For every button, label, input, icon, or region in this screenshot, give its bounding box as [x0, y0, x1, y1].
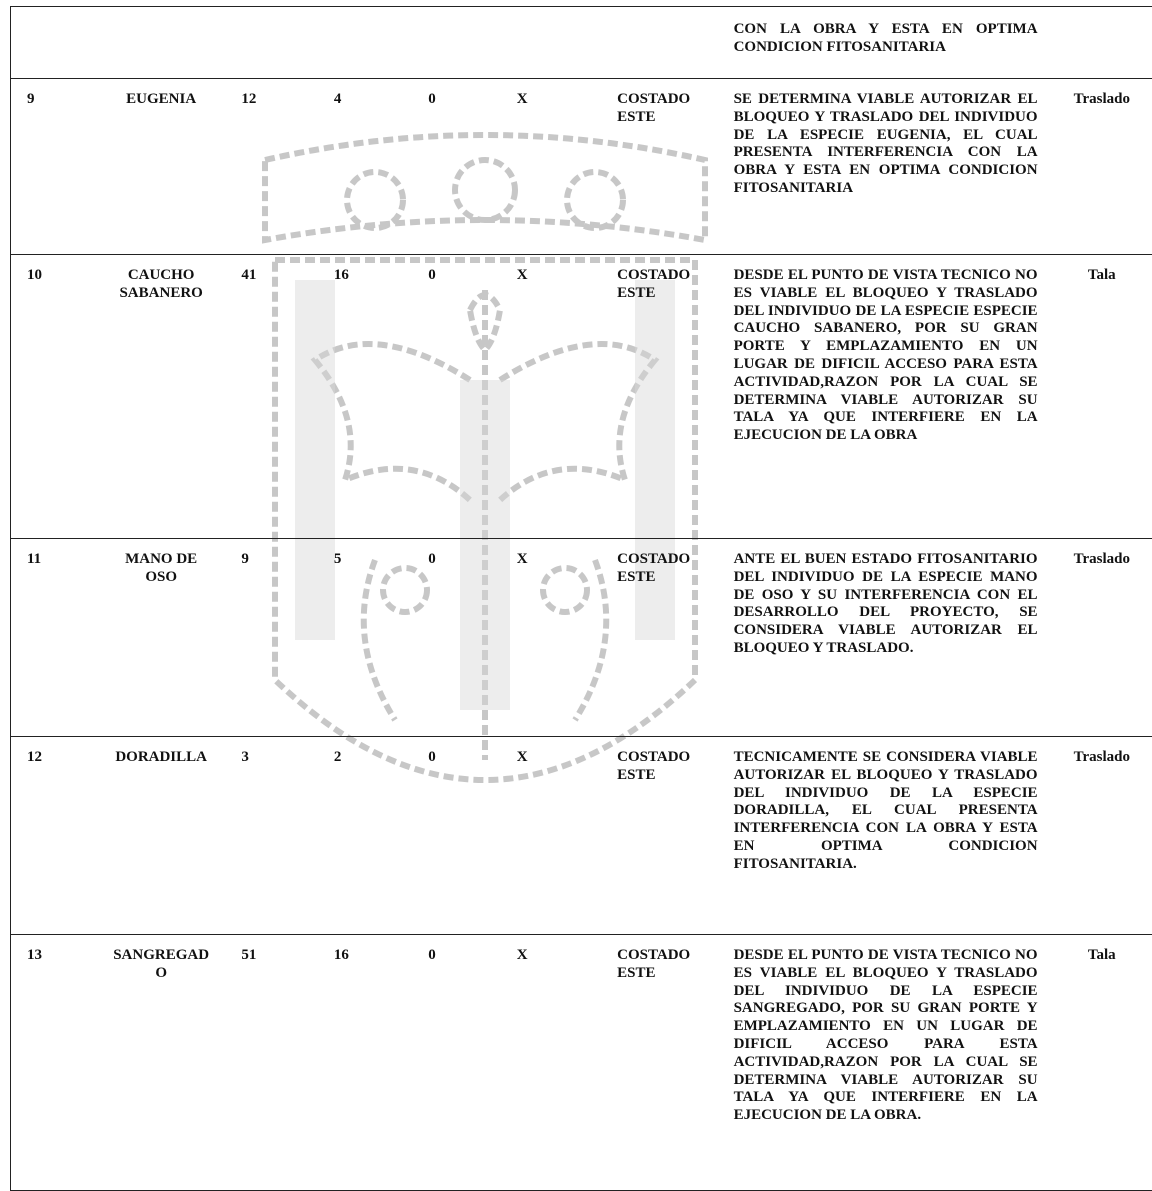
- species-name: DORADILLA: [111, 737, 211, 935]
- x-mark: X: [513, 737, 613, 935]
- row-number: 10: [11, 255, 111, 539]
- description-cell: TECNICAMENTE SE CONSIDERA VIABLE AUTORIZ…: [714, 737, 1052, 935]
- x-mark: X: [513, 935, 613, 1191]
- action: Tala: [1052, 935, 1152, 1191]
- value-b: 5: [312, 539, 412, 737]
- table-row: 10 CAUCHO SABANERO 41 16 0 X COSTADO EST…: [11, 255, 1152, 539]
- x-mark: X: [513, 255, 613, 539]
- description-cell: CON LA OBRA Y ESTA EN OPTIMA CONDICION F…: [714, 7, 1052, 79]
- x-mark: X: [513, 539, 613, 737]
- value-a: 51: [211, 935, 311, 1191]
- row-number: 11: [11, 539, 111, 737]
- value-b: 4: [312, 79, 412, 255]
- value-c: 0: [412, 935, 512, 1191]
- row-number: 13: [11, 935, 111, 1191]
- row-number: 9: [11, 79, 111, 255]
- value-c: 0: [412, 255, 512, 539]
- value-a: 41: [211, 255, 311, 539]
- table-row: CON LA OBRA Y ESTA EN OPTIMA CONDICION F…: [11, 7, 1152, 79]
- value-c: 0: [412, 79, 512, 255]
- location: COSTADO ESTE: [613, 255, 713, 539]
- description-cell: SE DETERMINA VIABLE AUTORIZAR EL BLOQUEO…: [714, 79, 1052, 255]
- location: COSTADO ESTE: [613, 539, 713, 737]
- value-b: 16: [312, 935, 412, 1191]
- description-cell: DESDE EL PUNTO DE VISTA TECNICO NO ES VI…: [714, 255, 1052, 539]
- value-b: 16: [312, 255, 412, 539]
- species-name: MANO DE OSO: [111, 539, 211, 737]
- table-row: 11 MANO DE OSO 9 5 0 X COSTADO ESTE ANTE…: [11, 539, 1152, 737]
- location: COSTADO ESTE: [613, 79, 713, 255]
- location: COSTADO ESTE: [613, 935, 713, 1191]
- species-name: EUGENIA: [111, 79, 211, 255]
- row-number: 12: [11, 737, 111, 935]
- tree-inventory-table: CON LA OBRA Y ESTA EN OPTIMA CONDICION F…: [10, 6, 1152, 1191]
- action: Traslado: [1052, 539, 1152, 737]
- value-a: 9: [211, 539, 311, 737]
- value-c: 0: [412, 737, 512, 935]
- action: Tala: [1052, 255, 1152, 539]
- table-row: 13 SANGREGAD O 51 16 0 X COSTADO ESTE DE…: [11, 935, 1152, 1191]
- value-c: 0: [412, 539, 512, 737]
- description-cell: DESDE EL PUNTO DE VISTA TECNICO NO ES VI…: [714, 935, 1052, 1191]
- value-b: 2: [312, 737, 412, 935]
- location: COSTADO ESTE: [613, 737, 713, 935]
- x-mark: X: [513, 79, 613, 255]
- table-row: 9 EUGENIA 12 4 0 X COSTADO ESTE SE DETER…: [11, 79, 1152, 255]
- species-name: SANGREGAD O: [111, 935, 211, 1191]
- action: Traslado: [1052, 79, 1152, 255]
- value-a: 3: [211, 737, 311, 935]
- description-cell: ANTE EL BUEN ESTADO FITOSANITARIO DEL IN…: [714, 539, 1052, 737]
- table-row: 12 DORADILLA 3 2 0 X COSTADO ESTE TECNIC…: [11, 737, 1152, 935]
- species-name: CAUCHO SABANERO: [111, 255, 211, 539]
- value-a: 12: [211, 79, 311, 255]
- action: Traslado: [1052, 737, 1152, 935]
